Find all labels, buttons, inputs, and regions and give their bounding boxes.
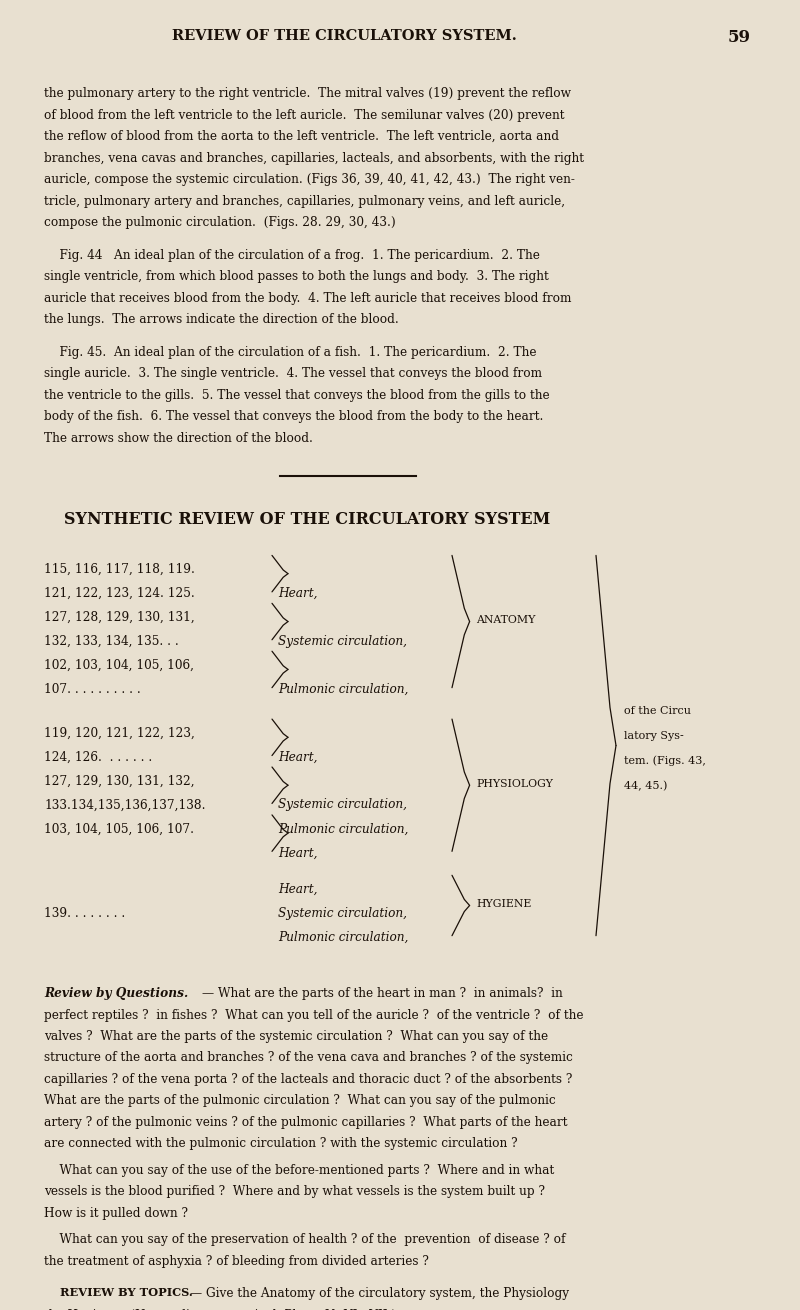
Text: Systemic circulation,: Systemic circulation, xyxy=(278,635,407,647)
Text: What can you say of the preservation of health ? of the  prevention  of disease : What can you say of the preservation of … xyxy=(44,1233,566,1246)
Text: Pulmonic circulation,: Pulmonic circulation, xyxy=(278,823,409,836)
Text: Systemic circulation,: Systemic circulation, xyxy=(278,907,407,920)
Text: The arrows show the direction of the blood.: The arrows show the direction of the blo… xyxy=(44,432,313,444)
Text: the ventricle to the gills.  5. The vessel that conveys the blood from the gills: the ventricle to the gills. 5. The vesse… xyxy=(44,389,550,402)
Text: Fig. 44   An ideal plan of the circulation of a frog.  1. The pericardium.  2. T: Fig. 44 An ideal plan of the circulation… xyxy=(44,249,540,262)
Text: are connected with the pulmonic circulation ? with the systemic circulation ?: are connected with the pulmonic circulat… xyxy=(44,1137,518,1150)
Text: Heart,: Heart, xyxy=(278,751,318,764)
Text: 59: 59 xyxy=(728,29,751,46)
Text: capillaries ? of the vena porta ? of the lacteals and thoracic duct ? of the abs: capillaries ? of the vena porta ? of the… xyxy=(44,1073,572,1086)
Text: Pulmonic circulation,: Pulmonic circulation, xyxy=(278,930,409,943)
Text: ANATOMY: ANATOMY xyxy=(476,616,535,625)
Text: the pulmonary artery to the right ventricle.  The mitral valves (19) prevent the: the pulmonary artery to the right ventri… xyxy=(44,88,571,101)
Text: 115, 116, 117, 118, 119.: 115, 116, 117, 118, 119. xyxy=(44,563,195,576)
Text: body of the fish.  6. The vessel that conveys the blood from the body to the hea: body of the fish. 6. The vessel that con… xyxy=(44,410,543,423)
Text: What can you say of the use of the before-mentioned parts ?  Where and in what: What can you say of the use of the befor… xyxy=(44,1163,554,1176)
Text: tricle, pulmonary artery and branches, capillaries, pulmonary veins, and left au: tricle, pulmonary artery and branches, c… xyxy=(44,195,565,207)
Text: REVIEW BY TOPICS.: REVIEW BY TOPICS. xyxy=(44,1288,193,1298)
Text: 124, 126.  . . . . . .: 124, 126. . . . . . . xyxy=(44,751,152,764)
Text: the lungs.  The arrows indicate the direction of the blood.: the lungs. The arrows indicate the direc… xyxy=(44,313,398,326)
Text: latory Sys-: latory Sys- xyxy=(624,731,684,740)
Text: Heart,: Heart, xyxy=(278,587,318,600)
Text: artery ? of the pulmonic veins ? of the pulmonic capillaries ?  What parts of th: artery ? of the pulmonic veins ? of the … xyxy=(44,1116,567,1129)
Text: SYNTHETIC REVIEW OF THE CIRCULATORY SYSTEM: SYNTHETIC REVIEW OF THE CIRCULATORY SYST… xyxy=(64,511,550,528)
Text: — Give the Anatomy of the circulatory system, the Physiology: — Give the Anatomy of the circulatory sy… xyxy=(190,1288,569,1301)
Text: valves ?  What are the parts of the systemic circulation ?  What can you say of : valves ? What are the parts of the syste… xyxy=(44,1030,548,1043)
Text: structure of the aorta and branches ? of the vena cava and branches ? of the sys: structure of the aorta and branches ? of… xyxy=(44,1052,573,1065)
Text: 133.134,135,136,137,138.: 133.134,135,136,137,138. xyxy=(44,799,206,811)
Text: 102, 103, 104, 105, 106,: 102, 103, 104, 105, 106, xyxy=(44,659,194,672)
Text: auricle, compose the systemic circulation. (Figs 36, 39, 40, 41, 42, 43.)  The r: auricle, compose the systemic circulatio… xyxy=(44,173,575,186)
Text: 121, 122, 123, 124. 125.: 121, 122, 123, 124. 125. xyxy=(44,587,194,600)
Text: How is it pulled down ?: How is it pulled down ? xyxy=(44,1207,188,1220)
Text: What are the parts of the pulmonic circulation ?  What can you say of the pulmon: What are the parts of the pulmonic circu… xyxy=(44,1094,556,1107)
Text: 127, 128, 129, 130, 131,: 127, 128, 129, 130, 131, xyxy=(44,610,194,624)
Text: Pulmonic circulation,: Pulmonic circulation, xyxy=(278,683,409,696)
Text: 139. . . . . . . .: 139. . . . . . . . xyxy=(44,907,126,920)
Text: Heart,: Heart, xyxy=(278,846,318,859)
Text: auricle that receives blood from the body.  4. The left auricle that receives bl: auricle that receives blood from the bod… xyxy=(44,292,571,305)
Text: of blood from the left ventricle to the left auricle.  The semilunar valves (20): of blood from the left ventricle to the … xyxy=(44,109,565,122)
Text: 107. . . . . . . . . .: 107. . . . . . . . . . xyxy=(44,683,141,696)
Text: compose the pulmonic circulation.  (Figs. 28. 29, 30, 43.): compose the pulmonic circulation. (Figs.… xyxy=(44,216,396,229)
Text: Fig. 45.  An ideal plan of the circulation of a fish.  1. The pericardium.  2. T: Fig. 45. An ideal plan of the circulatio… xyxy=(44,346,537,359)
Text: 132, 133, 134, 135. . .: 132, 133, 134, 135. . . xyxy=(44,635,178,647)
Text: 127, 129, 130, 131, 132,: 127, 129, 130, 131, 132, xyxy=(44,774,194,787)
Text: — What are the parts of the heart in man ?  in animals?  in: — What are the parts of the heart in man… xyxy=(202,986,562,1000)
Text: PHYSIOLOGY: PHYSIOLOGY xyxy=(476,779,553,789)
Text: single ventricle, from which blood passes to both the lungs and body.  3. The ri: single ventricle, from which blood passe… xyxy=(44,270,549,283)
Text: 44, 45.): 44, 45.) xyxy=(624,781,667,791)
Text: Review by Questions.: Review by Questions. xyxy=(44,986,188,1000)
Text: perfect reptiles ?  in fishes ?  What can you tell of the auricle ?  of the vent: perfect reptiles ? in fishes ? What can … xyxy=(44,1009,583,1022)
Text: vessels is the blood purified ?  Where and by what vessels is the system built u: vessels is the blood purified ? Where an… xyxy=(44,1186,545,1199)
Text: the reflow of blood from the aorta to the left ventricle.  The left ventricle, a: the reflow of blood from the aorta to th… xyxy=(44,130,559,143)
Text: HYGIENE: HYGIENE xyxy=(476,899,531,909)
Text: 119, 120, 121, 122, 123,: 119, 120, 121, 122, 123, xyxy=(44,727,195,740)
Text: Heart,: Heart, xyxy=(278,883,318,896)
Text: REVIEW OF THE CIRCULATORY SYSTEM.: REVIEW OF THE CIRCULATORY SYSTEM. xyxy=(172,29,516,43)
Text: of the Circu: of the Circu xyxy=(624,706,691,715)
Text: branches, vena cavas and branches, capillaries, lacteals, and absorbents, with t: branches, vena cavas and branches, capil… xyxy=(44,152,584,165)
Text: tem. (Figs. 43,: tem. (Figs. 43, xyxy=(624,756,706,766)
Text: the treatment of asphyxia ? of bleeding from divided arteries ?: the treatment of asphyxia ? of bleeding … xyxy=(44,1255,429,1268)
Text: 103, 104, 105, 106, 107.: 103, 104, 105, 106, 107. xyxy=(44,823,194,836)
Text: Systemic circulation,: Systemic circulation, xyxy=(278,799,407,811)
Text: single auricle.  3. The single ventricle.  4. The vessel that conveys the blood : single auricle. 3. The single ventricle.… xyxy=(44,367,542,380)
